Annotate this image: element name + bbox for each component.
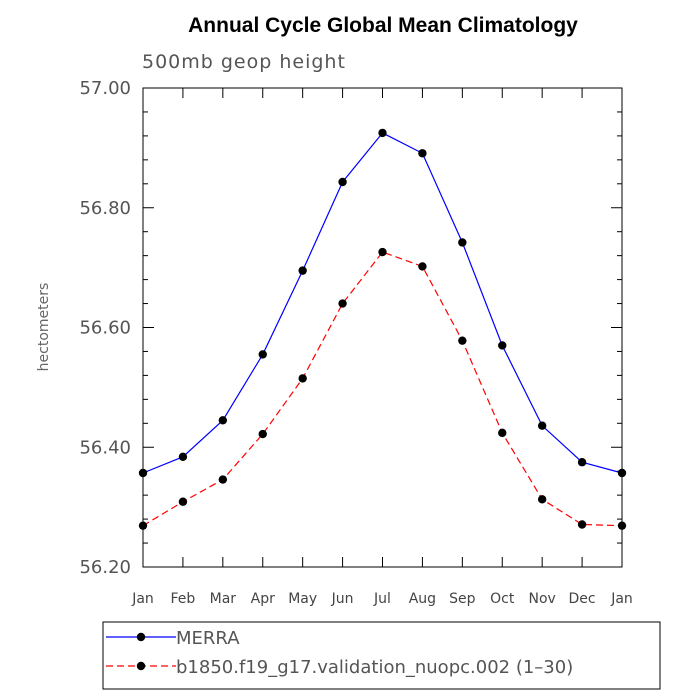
series-line-1 bbox=[142, 132, 623, 474]
x-tick-label: Oct bbox=[490, 591, 515, 607]
series-1-point bbox=[258, 350, 267, 359]
series-2-point bbox=[418, 262, 427, 271]
legend-box bbox=[102, 621, 661, 690]
series-2-point bbox=[577, 520, 587, 529]
y-tick-label: 57.00 bbox=[79, 78, 131, 99]
series-1-point bbox=[537, 421, 547, 430]
series-2-point bbox=[298, 374, 307, 383]
series-2-point bbox=[258, 429, 267, 439]
legend-label-1: MERRA bbox=[176, 628, 240, 649]
series-2-point bbox=[458, 336, 467, 345]
y-tick-label: 56.40 bbox=[79, 437, 131, 458]
x-tick-label: Aug bbox=[409, 591, 436, 607]
series-line-2 bbox=[142, 251, 623, 527]
series-2-point bbox=[338, 299, 347, 308]
series-1-point bbox=[178, 452, 188, 462]
x-tick-label: Jan bbox=[610, 591, 633, 607]
series-1-point bbox=[218, 416, 228, 425]
legend-label-2: b1850.f19_g17.validation_nuopc.002 (1–30… bbox=[176, 657, 573, 678]
chart-subtitle: 500mb geop height bbox=[142, 51, 346, 73]
x-tick-label: Apr bbox=[251, 591, 275, 607]
axis-ticks: Jan Feb Mar Apr May Jun Jul Aug Sep Oct Nov Dec Jan5… bbox=[79, 78, 632, 607]
legend-marker-1 bbox=[136, 632, 146, 642]
series-1-point bbox=[298, 266, 307, 275]
legend: MERRA b1850.f19_g17.validation_nuopc.002 … bbox=[102, 621, 661, 690]
series-1-point bbox=[458, 238, 467, 247]
series-1-point bbox=[577, 458, 587, 467]
legend-marker-2 bbox=[136, 661, 146, 671]
series-2-point bbox=[218, 475, 228, 484]
series-1-point bbox=[338, 177, 347, 187]
x-tick-label: Dec bbox=[569, 591, 596, 607]
series-2-point bbox=[537, 495, 547, 504]
series-2-point bbox=[378, 247, 387, 257]
chart-title: Annual Cycle Global Mean Climatology bbox=[188, 14, 578, 37]
series-2-point bbox=[178, 497, 188, 506]
x-tick-label: Jun bbox=[331, 591, 354, 607]
plot-frame bbox=[142, 87, 623, 568]
series-2-point bbox=[617, 521, 627, 530]
x-tick-label: Nov bbox=[529, 591, 556, 607]
x-tick-label: May bbox=[288, 591, 317, 607]
series-2-point bbox=[498, 428, 507, 438]
x-tick-label: Jul bbox=[373, 591, 391, 607]
x-tick-label: Jan bbox=[131, 591, 154, 607]
x-tick-label: Mar bbox=[210, 591, 237, 607]
series-1-point bbox=[498, 341, 507, 350]
y-tick-label: 56.80 bbox=[79, 198, 131, 219]
series-1-point bbox=[418, 149, 427, 158]
y-tick-label: 56.20 bbox=[79, 557, 131, 578]
x-tick-label: Sep bbox=[449, 591, 476, 607]
series-1-point bbox=[138, 468, 148, 478]
y-tick-label: 56.60 bbox=[79, 318, 131, 339]
series-1-point bbox=[617, 468, 627, 478]
series-1-point bbox=[378, 128, 387, 138]
y-axis-label: hectometers bbox=[36, 283, 52, 372]
series-2-point bbox=[138, 521, 148, 530]
x-tick-label: Feb bbox=[171, 591, 196, 607]
series-layer bbox=[138, 128, 627, 530]
